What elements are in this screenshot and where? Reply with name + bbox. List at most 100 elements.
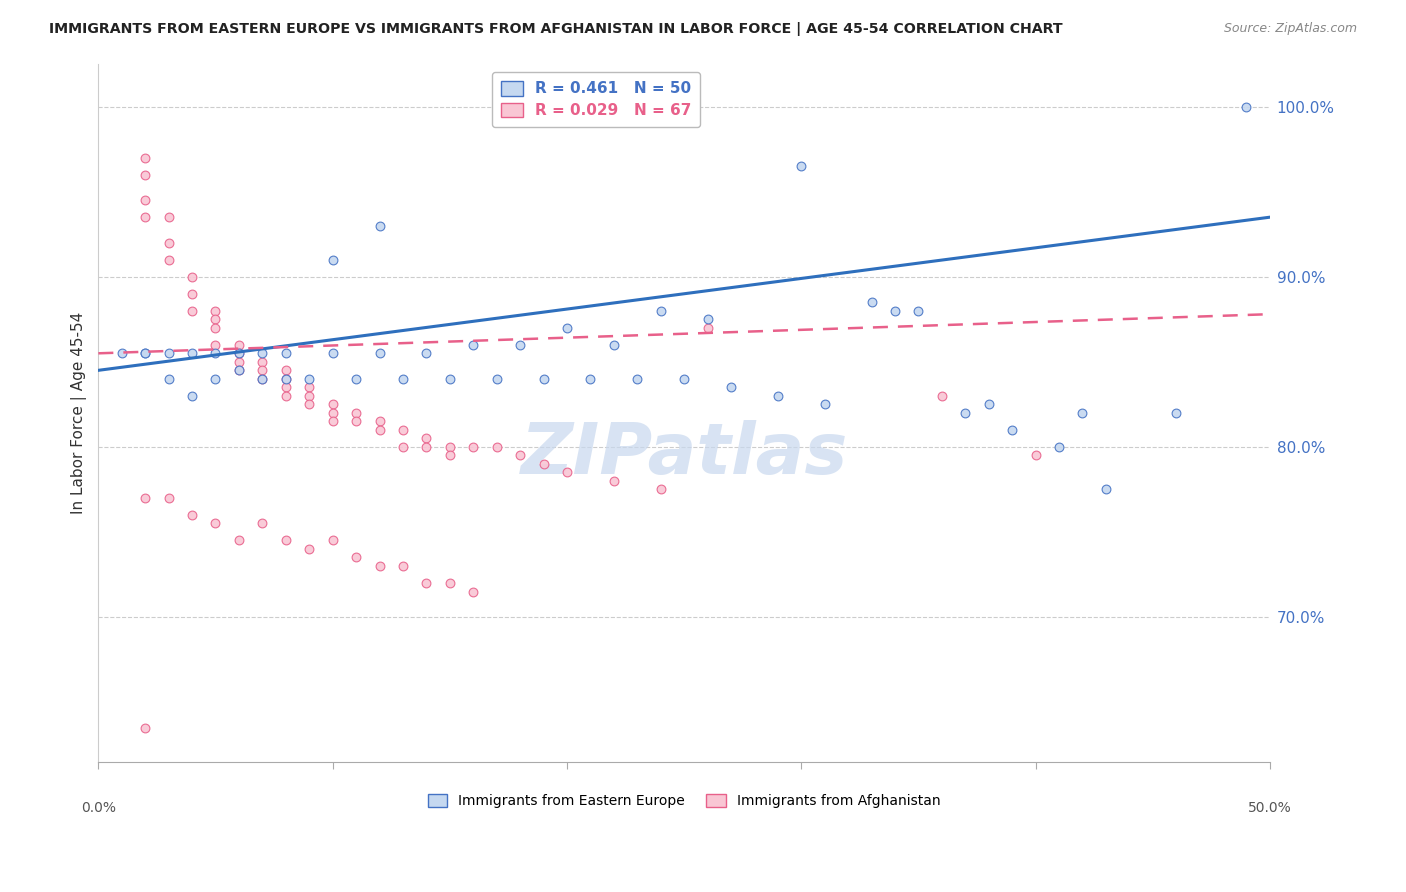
Point <box>322 252 344 267</box>
Point <box>392 440 415 454</box>
Point <box>1001 423 1024 437</box>
Point <box>157 346 180 360</box>
Point <box>134 491 156 505</box>
Point <box>298 380 321 394</box>
Point <box>439 372 461 386</box>
Point <box>650 303 672 318</box>
Point <box>533 372 555 386</box>
Text: 0.0%: 0.0% <box>82 800 115 814</box>
Point <box>252 516 274 531</box>
Point <box>509 449 531 463</box>
Point <box>814 397 837 411</box>
Point <box>368 414 391 428</box>
Point <box>204 338 226 352</box>
Point <box>696 320 718 334</box>
Point <box>860 295 883 310</box>
Point <box>415 431 437 445</box>
Point <box>111 346 134 360</box>
Point <box>509 338 531 352</box>
Point <box>181 303 204 318</box>
Point <box>157 235 180 250</box>
Legend: Immigrants from Eastern Europe, Immigrants from Afghanistan: Immigrants from Eastern Europe, Immigran… <box>422 789 946 814</box>
Point <box>274 533 297 548</box>
Point <box>274 372 297 386</box>
Point <box>1094 483 1116 497</box>
Point <box>298 397 321 411</box>
Point <box>322 397 344 411</box>
Point <box>790 159 813 173</box>
Text: 50.0%: 50.0% <box>1249 800 1292 814</box>
Point <box>485 440 508 454</box>
Point <box>368 423 391 437</box>
Point <box>1071 406 1094 420</box>
Point <box>931 389 953 403</box>
Text: ZIPatlas: ZIPatlas <box>520 420 848 489</box>
Point <box>603 474 626 488</box>
Point <box>134 193 156 207</box>
Point <box>368 219 391 233</box>
Point <box>368 559 391 574</box>
Text: IMMIGRANTS FROM EASTERN EUROPE VS IMMIGRANTS FROM AFGHANISTAN IN LABOR FORCE | A: IMMIGRANTS FROM EASTERN EUROPE VS IMMIGR… <box>49 22 1063 37</box>
Point <box>392 559 415 574</box>
Point <box>204 372 226 386</box>
Point <box>157 491 180 505</box>
Point <box>157 252 180 267</box>
Point <box>228 533 250 548</box>
Point <box>696 312 718 326</box>
Point <box>274 363 297 377</box>
Point <box>344 372 367 386</box>
Point <box>579 372 602 386</box>
Point <box>274 380 297 394</box>
Point <box>252 355 274 369</box>
Point <box>344 550 367 565</box>
Point <box>181 346 204 360</box>
Point <box>485 372 508 386</box>
Point <box>392 372 415 386</box>
Point <box>204 516 226 531</box>
Point <box>204 303 226 318</box>
Point <box>603 338 626 352</box>
Point <box>322 533 344 548</box>
Point <box>766 389 789 403</box>
Point <box>344 406 367 420</box>
Point <box>134 210 156 224</box>
Point <box>1025 449 1047 463</box>
Point <box>368 346 391 360</box>
Point <box>181 286 204 301</box>
Point <box>134 168 156 182</box>
Point <box>228 355 250 369</box>
Point <box>415 576 437 591</box>
Point <box>134 151 156 165</box>
Point <box>274 346 297 360</box>
Point <box>415 346 437 360</box>
Point <box>555 466 578 480</box>
Point <box>977 397 1000 411</box>
Point <box>252 363 274 377</box>
Point <box>181 508 204 522</box>
Point <box>204 312 226 326</box>
Point <box>463 584 485 599</box>
Point <box>134 721 156 735</box>
Point <box>344 414 367 428</box>
Point <box>463 440 485 454</box>
Point <box>392 423 415 437</box>
Point <box>1164 406 1187 420</box>
Point <box>157 372 180 386</box>
Text: Source: ZipAtlas.com: Source: ZipAtlas.com <box>1223 22 1357 36</box>
Point <box>322 406 344 420</box>
Point <box>650 483 672 497</box>
Point <box>439 449 461 463</box>
Point <box>415 440 437 454</box>
Point <box>228 338 250 352</box>
Point <box>1047 440 1070 454</box>
Point <box>274 372 297 386</box>
Point <box>252 372 274 386</box>
Point <box>181 389 204 403</box>
Point <box>673 372 696 386</box>
Point <box>533 457 555 471</box>
Point <box>134 346 156 360</box>
Point <box>555 320 578 334</box>
Point <box>322 414 344 428</box>
Point <box>955 406 977 420</box>
Point <box>1234 100 1257 114</box>
